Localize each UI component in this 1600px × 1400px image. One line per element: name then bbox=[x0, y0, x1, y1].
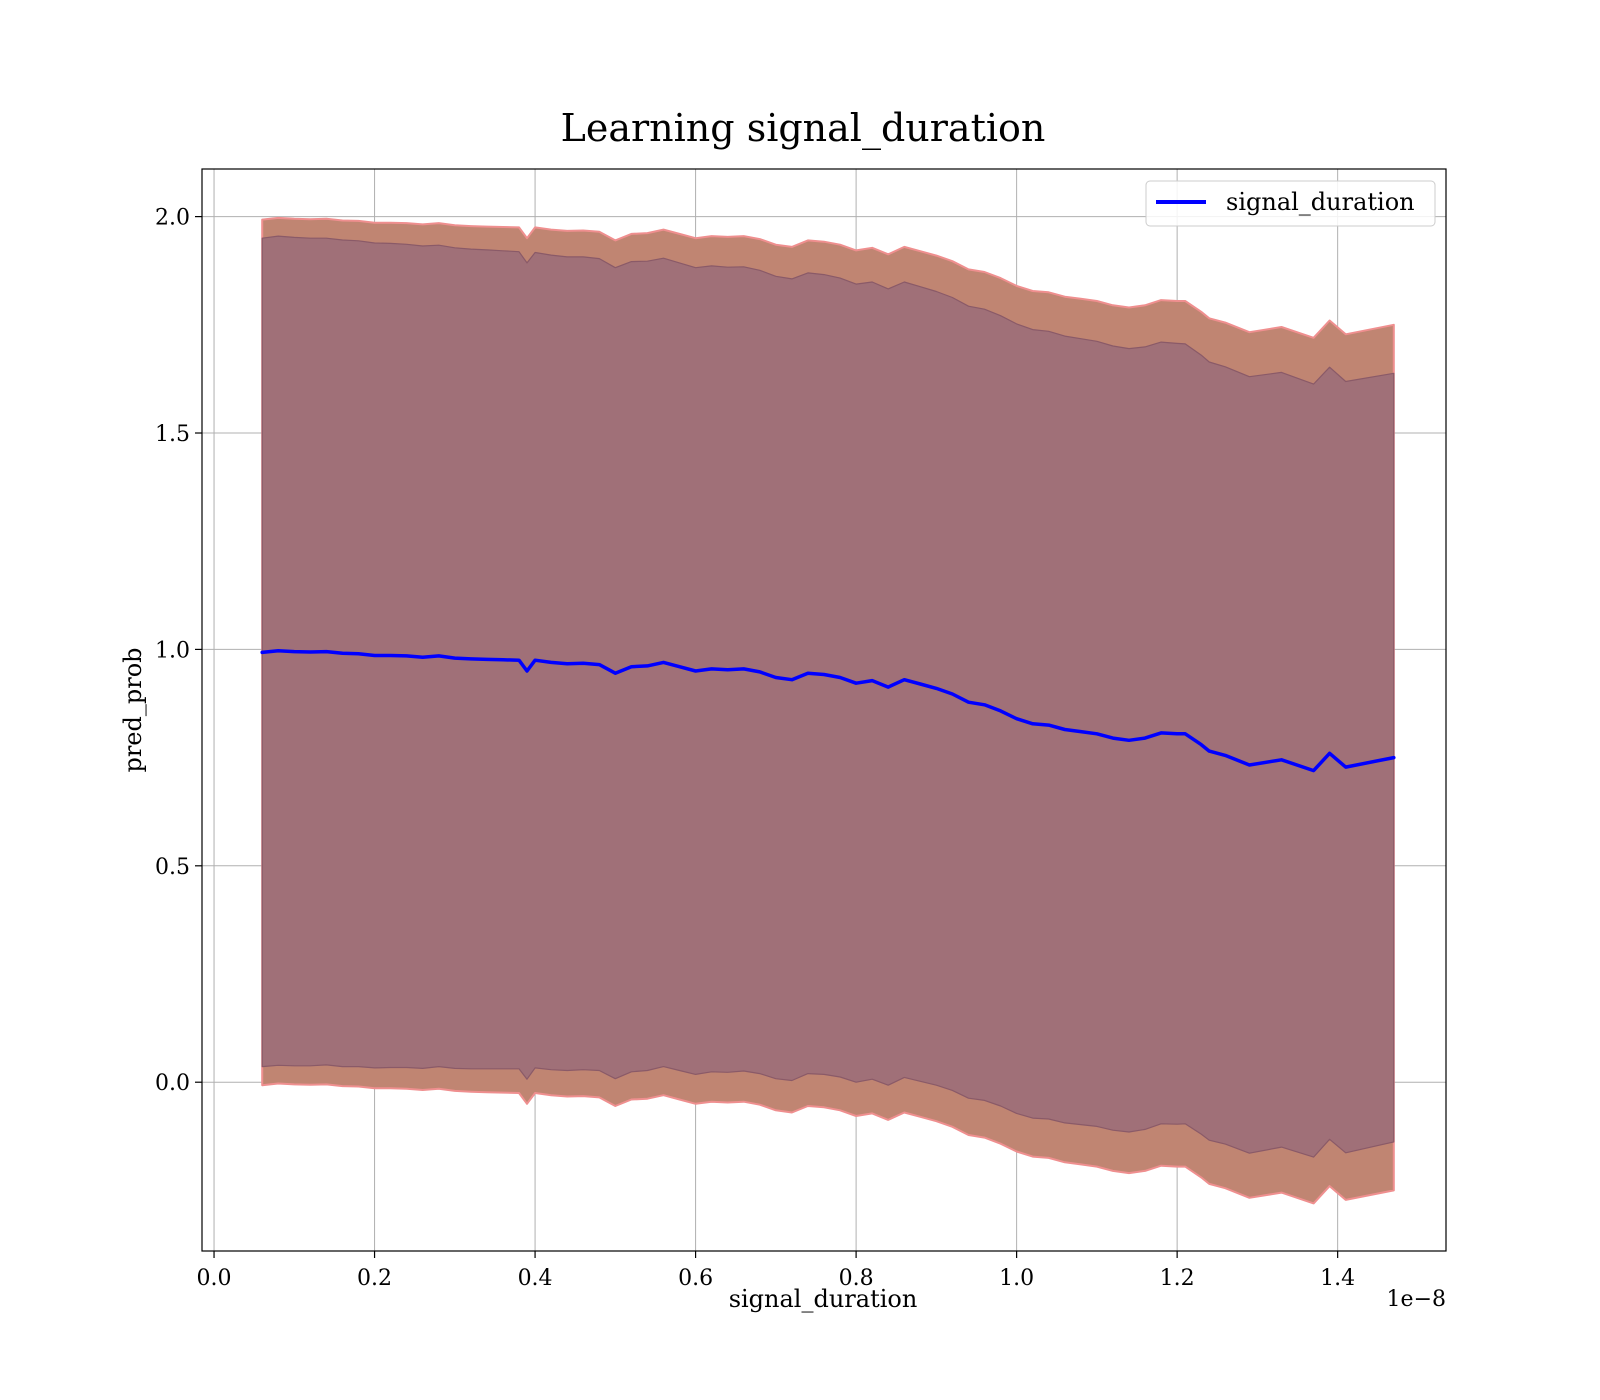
y-axis-label: pred_prob bbox=[119, 647, 147, 772]
y-tick-label-0: 0.0 bbox=[155, 1071, 190, 1096]
x-tick-label-3: 0.6 bbox=[678, 1266, 713, 1291]
x-tick-label-6: 1.2 bbox=[1160, 1266, 1195, 1291]
x-tick-label-1: 0.2 bbox=[357, 1266, 392, 1291]
x-axis-offset-text: 1e−8 bbox=[1387, 1287, 1446, 1312]
band-inner bbox=[261, 235, 1395, 1158]
legend-box bbox=[1145, 180, 1436, 227]
y-tick-label-4: 2.0 bbox=[155, 206, 190, 231]
chart-title: Learning signal_duration bbox=[561, 106, 1046, 151]
uncertainty-bands bbox=[261, 216, 1395, 1205]
y-tick-label-3: 1.5 bbox=[155, 422, 190, 447]
x-axis-label: signal_duration bbox=[729, 1285, 918, 1313]
x-tick-label-2: 0.4 bbox=[518, 1266, 553, 1291]
legend-label: signal_duration bbox=[1226, 188, 1415, 216]
y-axis-ticks: 0.0 0.5 1.0 1.5 2.0 bbox=[155, 206, 202, 1096]
x-tick-label-5: 1.0 bbox=[999, 1266, 1034, 1291]
plot-frame bbox=[201, 168, 1447, 1252]
x-tick-label-7: 1.4 bbox=[1320, 1266, 1355, 1291]
series-lines bbox=[260, 648, 1396, 773]
x-tick-label-4: 0.8 bbox=[839, 1266, 874, 1291]
x-axis-ticks: 0.0 0.2 0.4 0.6 0.8 1.0 1.2 1.4 bbox=[197, 1251, 1355, 1291]
x-tick-label-0: 0.0 bbox=[197, 1266, 232, 1291]
legend: signal_duration bbox=[1145, 180, 1436, 227]
y-tick-label-1: 0.5 bbox=[155, 855, 190, 880]
series-line-0 bbox=[260, 648, 1396, 773]
y-tick-label-2: 1.0 bbox=[155, 638, 190, 663]
